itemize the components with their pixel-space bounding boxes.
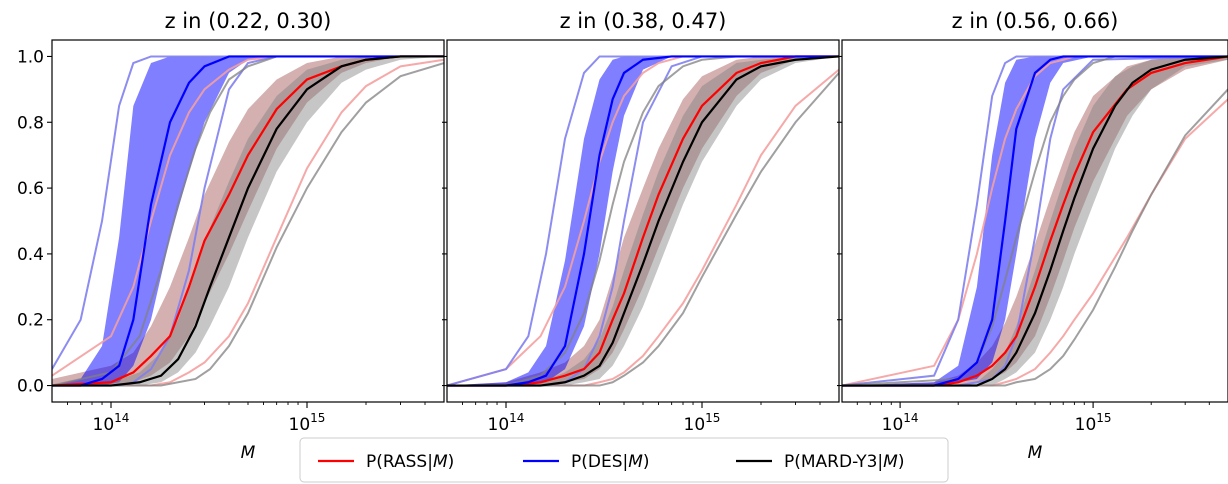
y-tick-label: 0.2 <box>17 311 44 331</box>
panel-title: z in (0.22, 0.30) <box>165 9 332 33</box>
plot-area <box>52 55 444 387</box>
series-line-pdesm <box>447 55 839 387</box>
panel-title: z in (0.56, 0.66) <box>952 9 1119 33</box>
series-line-prassm <box>447 55 839 387</box>
band-pdesm <box>842 56 1228 386</box>
legend-item: P(DES|M) <box>523 452 650 472</box>
legend-label: P(DES|M) <box>571 452 650 472</box>
series-line-pdesm <box>52 55 444 387</box>
band-pmardy3m <box>447 56 839 386</box>
x-tick-label: 1015 <box>1075 411 1112 435</box>
x-axis-label: M <box>1028 443 1043 463</box>
legend-item: P(MARD-Y3|M) <box>736 452 904 472</box>
band-prassm <box>447 56 839 386</box>
y-tick-label: 0.0 <box>17 377 44 397</box>
x-tick-label: 1014 <box>488 411 525 435</box>
panel-3: 1014 1015 z in (0.56, 0.66) M <box>837 9 1228 463</box>
series-line-prassm <box>842 55 1228 387</box>
x-tick-label: 1014 <box>93 411 130 435</box>
panel-1: 0.0 0.2 0.4 0.6 0.8 1.0 1014 1015 z in (0.22, 0.… <box>17 9 445 463</box>
panel-2: 1014 1015 z in (0.38, 0.47) <box>442 9 840 435</box>
x-tick-label: 1015 <box>684 411 721 435</box>
legend-item: P(RASS|M) <box>318 452 454 472</box>
series-line-pmardy3m <box>842 55 1228 387</box>
envelope-line <box>842 88 1228 387</box>
envelope-line <box>447 72 839 387</box>
series-line-pmardy3m <box>52 55 444 387</box>
band-pmardy3m <box>842 56 1228 386</box>
x-tick-label: 1014 <box>882 411 919 435</box>
legend-label: P(RASS|M) <box>366 452 454 472</box>
band-prassm <box>52 56 444 386</box>
series-line-pmardy3m <box>447 55 839 387</box>
band-prassm <box>842 56 1228 386</box>
plot-area <box>842 55 1228 387</box>
x-axis-label: M <box>241 443 256 463</box>
panel-title: z in (0.38, 0.47) <box>560 9 727 33</box>
band-pmardy3m <box>52 56 444 386</box>
series-line-pdesm <box>842 55 1228 387</box>
legend-label: P(MARD-Y3|M) <box>784 452 904 472</box>
legend-box <box>299 437 949 483</box>
y-tick-label: 0.6 <box>17 179 44 199</box>
plot-area <box>447 55 839 387</box>
y-tick-label: 1.0 <box>17 47 44 67</box>
x-tick-label: 1015 <box>289 411 326 435</box>
legend: P(RASS|M) P(DES|M) P(MARD-Y3|M) <box>299 437 949 483</box>
y-tick-label: 0.8 <box>17 113 44 133</box>
y-tick-label: 0.4 <box>17 245 44 265</box>
envelope-line <box>52 62 444 387</box>
